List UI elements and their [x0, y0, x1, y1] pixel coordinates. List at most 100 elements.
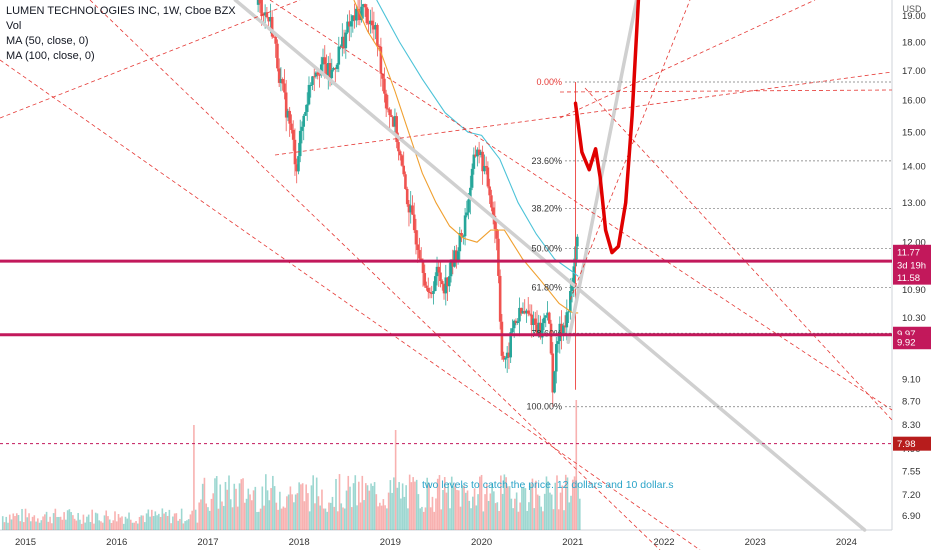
volume-bar	[261, 486, 264, 530]
volume-bar	[331, 496, 334, 530]
volume-bar	[259, 508, 262, 530]
volume-bar	[226, 489, 229, 530]
x-tick-label: 2016	[106, 537, 127, 548]
volume-bar	[263, 505, 265, 530]
volume-bar	[145, 513, 148, 530]
candle-body	[539, 322, 542, 338]
volume-bar	[447, 482, 450, 530]
candle-body	[281, 79, 284, 84]
candle-body	[491, 207, 495, 216]
y-tick-label: 17.00	[902, 66, 926, 77]
volume-bar	[340, 503, 343, 530]
candle-body	[467, 199, 470, 213]
candle-body	[311, 76, 314, 85]
volume-bar	[552, 509, 555, 530]
candle-body	[360, 6, 363, 21]
volume-bar	[66, 510, 69, 530]
volume-bar	[184, 521, 186, 530]
candle-body	[486, 167, 490, 187]
volume-bar	[210, 498, 213, 530]
volume-bar	[324, 508, 327, 530]
volume-bar	[29, 521, 32, 530]
volume-bar	[82, 514, 85, 530]
volume-bar	[424, 507, 427, 530]
x-tick-label: 2015	[15, 537, 36, 548]
candle-body	[462, 236, 465, 238]
volume-bar	[510, 498, 513, 530]
volume-bar	[40, 520, 43, 530]
candle-body	[277, 68, 281, 83]
volume-bar	[282, 506, 285, 530]
volume-bar	[80, 523, 83, 530]
volume-bar	[28, 513, 30, 530]
candle-body	[497, 238, 500, 276]
candle-body	[333, 68, 337, 70]
candle-body	[518, 307, 521, 322]
candle-body	[547, 312, 551, 324]
volume-bar	[72, 515, 74, 530]
volume-bar	[12, 513, 15, 530]
volume-bar	[359, 502, 362, 530]
volume-bar	[342, 507, 344, 530]
volume-bar	[365, 483, 367, 530]
volume-bar	[22, 522, 25, 530]
price-tag	[893, 335, 931, 350]
x-tick-label: 2019	[380, 537, 401, 548]
volume-bar	[51, 523, 53, 530]
volume-bar	[512, 508, 514, 530]
volume-bar	[307, 493, 309, 530]
x-tick-label: 2023	[745, 537, 766, 548]
candle-body	[425, 285, 428, 288]
volume-bar	[366, 485, 369, 530]
volume-bar	[98, 520, 101, 530]
candle-body	[449, 259, 453, 277]
candle-body	[363, 4, 367, 8]
volume-bar	[10, 519, 13, 530]
volume-bar	[489, 493, 492, 530]
candle-body	[341, 36, 344, 47]
candle-body	[526, 310, 530, 314]
fib-label: 0.00%	[536, 77, 562, 87]
price-tag-label: 7.98	[897, 439, 916, 450]
candle-body	[570, 285, 574, 292]
candle-body	[426, 287, 430, 292]
volume-bar	[131, 522, 134, 530]
candle-body	[453, 250, 456, 267]
volume-bar	[561, 485, 564, 530]
volume-bar	[312, 475, 314, 530]
volume-bar	[93, 523, 95, 530]
candle-body	[576, 236, 579, 247]
volume-bar	[3, 522, 6, 530]
candle-body	[470, 168, 474, 188]
volume-bar	[440, 509, 443, 530]
candle-body	[397, 142, 400, 152]
volume-bar	[247, 488, 250, 530]
y-tick-label: 7.55	[902, 467, 921, 478]
volume-bar	[126, 518, 129, 530]
volume-bar	[117, 514, 120, 530]
fib-label: 23.60%	[531, 156, 562, 166]
volume-bar	[526, 510, 528, 530]
volume-bar	[112, 520, 115, 530]
x-tick-label: 2021	[562, 537, 583, 548]
candle-body	[472, 154, 476, 169]
candle-body	[553, 371, 556, 393]
candle-body	[458, 233, 462, 252]
volume-bar	[456, 489, 458, 530]
candle-body	[560, 323, 563, 335]
candle-body	[390, 115, 393, 117]
candle-body	[437, 266, 441, 273]
candle-body	[490, 195, 493, 208]
volume-bar	[494, 503, 497, 530]
volume-bar	[87, 514, 90, 530]
volume-bar	[436, 478, 439, 530]
y-tick-label: 9.10	[902, 374, 921, 385]
volume-bar	[500, 475, 502, 530]
volume-bar	[384, 505, 386, 530]
volume-bar	[166, 515, 169, 530]
volume-bar	[156, 515, 158, 530]
volume-bar	[571, 479, 574, 530]
volume-bar	[14, 516, 16, 530]
